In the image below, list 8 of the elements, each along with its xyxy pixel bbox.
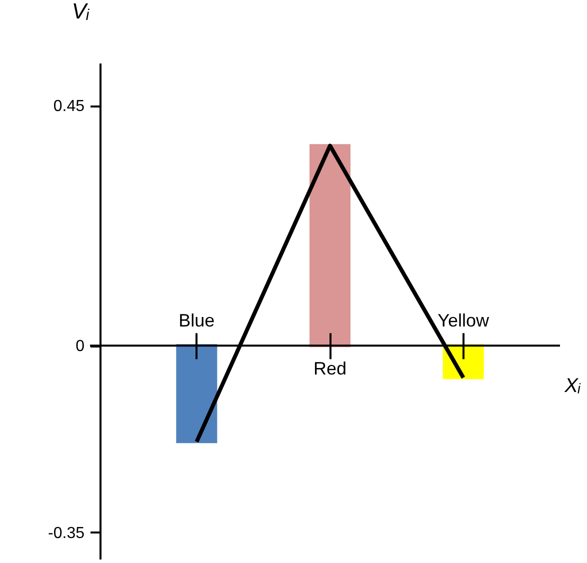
- x-tick-label: Red: [313, 358, 347, 379]
- x-axis-title: Xᵢ: [564, 375, 581, 398]
- y-tick-label: 0: [76, 338, 85, 356]
- x-tick-label: Yellow: [438, 310, 490, 331]
- y-axis-title: Vᵢ: [72, 0, 90, 24]
- x-tick-label: Blue: [178, 310, 215, 331]
- y-tick-label: 0.45: [53, 98, 85, 116]
- y-tick-label: -0.35: [48, 524, 85, 542]
